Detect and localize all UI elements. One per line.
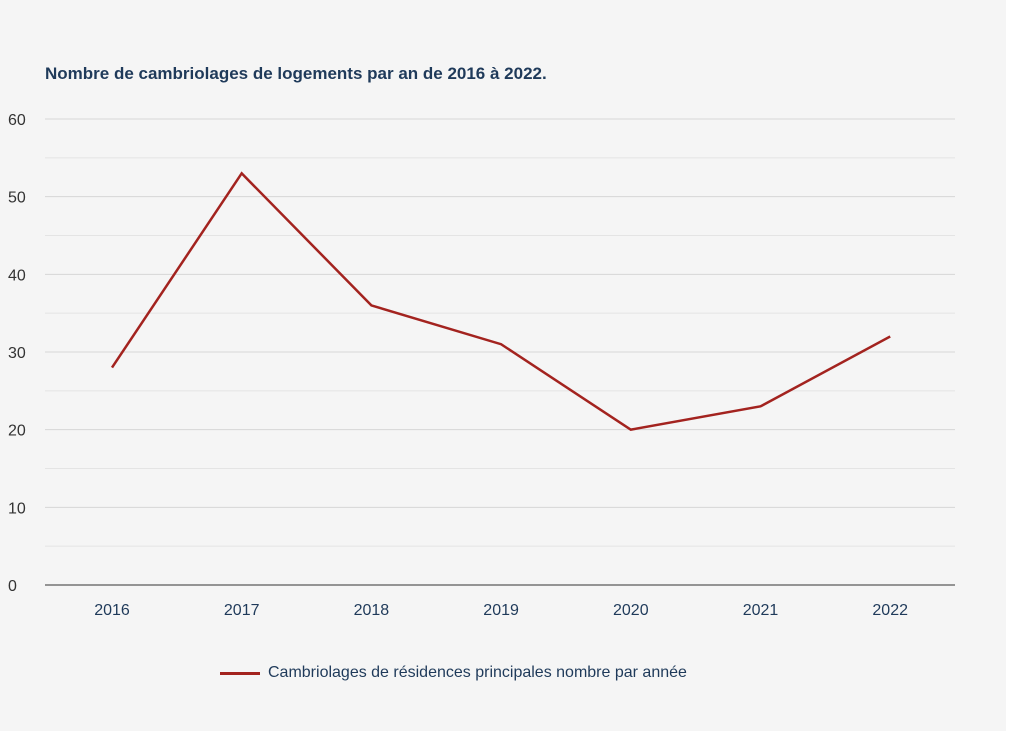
y-tick-label: 20 bbox=[8, 423, 26, 440]
y-tick-label: 40 bbox=[8, 267, 26, 284]
y-tick-label: 50 bbox=[8, 190, 26, 207]
x-tick-label: 2018 bbox=[354, 602, 390, 619]
legend: Cambriolages de résidences principales n… bbox=[220, 664, 687, 682]
x-tick-label: 2019 bbox=[483, 602, 519, 619]
x-tick-label: 2016 bbox=[94, 602, 130, 619]
y-tick-label: 30 bbox=[8, 345, 26, 362]
chart-title: Nombre de cambriolages de logements par … bbox=[45, 64, 547, 83]
x-tick-label: 2017 bbox=[224, 602, 260, 619]
x-tick-label: 2020 bbox=[613, 602, 649, 619]
series-line bbox=[110, 171, 891, 431]
y-tick-label: 0 bbox=[8, 578, 17, 595]
x-tick-label: 2022 bbox=[872, 602, 908, 619]
legend-label: Cambriolages de résidences principales n… bbox=[268, 664, 687, 681]
legend-swatch bbox=[220, 671, 260, 675]
y-tick-label: 60 bbox=[8, 112, 26, 129]
y-tick-label: 10 bbox=[8, 500, 26, 517]
x-tick-label: 2021 bbox=[743, 602, 779, 619]
